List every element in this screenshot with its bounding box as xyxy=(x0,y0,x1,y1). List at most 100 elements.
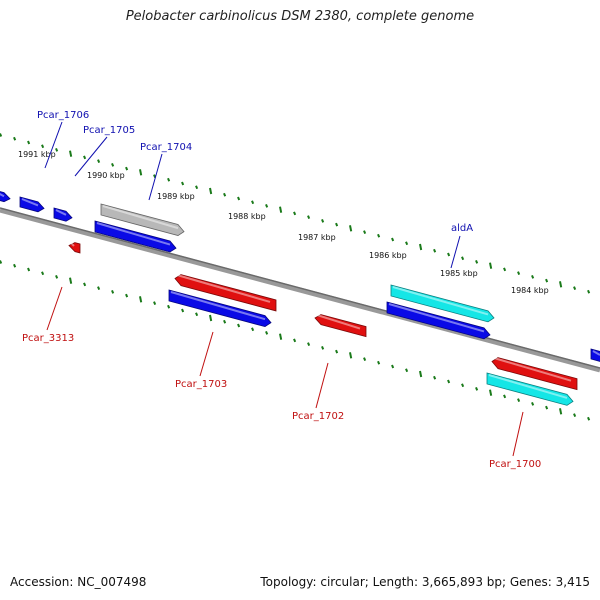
scale-label: 1984 kbp xyxy=(511,286,549,295)
callout-line xyxy=(74,136,108,177)
scale-tick-lower xyxy=(251,327,255,332)
scale-tick-lower xyxy=(335,349,339,354)
scale-label: 1986 kbp xyxy=(369,251,407,260)
scale-tick-upper xyxy=(209,187,213,195)
scale-tick-upper xyxy=(391,237,395,242)
scale-tick-lower xyxy=(97,286,101,291)
scale-tick-upper xyxy=(447,252,451,257)
gene-label: Pcar_1704 xyxy=(140,142,192,153)
scale-tick-lower xyxy=(41,271,45,276)
gene-arrow-shine xyxy=(592,350,600,356)
gene-arrow-reverse xyxy=(68,242,81,254)
scale-tick-upper xyxy=(97,159,101,164)
gene-arrow-cyan xyxy=(390,284,495,323)
scale-tick-lower xyxy=(111,289,115,294)
callout-line xyxy=(450,235,461,269)
callout-line xyxy=(512,411,524,457)
genome-backbone xyxy=(0,207,600,373)
scale-label: 1988 kbp xyxy=(228,212,266,221)
gene-arrow-reverse-shine xyxy=(316,314,361,330)
scale-label: 1989 kbp xyxy=(157,192,195,201)
scale-tick-upper xyxy=(125,166,129,171)
gene-arrow-reverse-shine xyxy=(493,357,572,382)
gene-arrow-shine xyxy=(0,192,5,198)
scale-tick-upper xyxy=(405,241,409,246)
scale-tick-upper xyxy=(349,225,353,232)
scale-tick-lower xyxy=(153,301,157,305)
scale-tick-upper xyxy=(335,222,339,227)
scale-tick-lower xyxy=(223,319,227,324)
scale-tick-upper xyxy=(489,262,493,269)
scale-tick-upper xyxy=(195,185,199,190)
scale-tick-upper xyxy=(83,155,87,160)
scale-tick-upper xyxy=(307,215,311,220)
scale-tick-lower xyxy=(195,312,199,317)
scale-ticks: 1991 kbp 1990 kbp 1989 kbp 1988 kbp 1987 kbp… xyxy=(0,133,591,421)
gene-arrow-gray xyxy=(100,203,185,236)
scale-tick-upper xyxy=(55,148,59,152)
gene-arrow-cyan-shine xyxy=(488,374,568,399)
topology-label: Topology: circular; Length: 3,665,893 bp… xyxy=(260,575,590,589)
scale-tick-lower xyxy=(209,314,213,322)
scale-label: 1991 kbp xyxy=(18,150,56,159)
scale-tick-upper xyxy=(265,204,269,208)
scale-tick-upper xyxy=(433,248,437,253)
scale-tick-lower xyxy=(265,331,269,335)
gene-label: aldA xyxy=(451,223,473,234)
gene-arrow-reverse-shine xyxy=(176,274,271,303)
scale-tick-lower xyxy=(13,263,17,268)
scale-tick-upper xyxy=(587,289,591,294)
scale-label: 1985 kbp xyxy=(440,269,478,278)
gene-arrow-shine xyxy=(96,222,171,246)
scale-tick-lower xyxy=(0,260,3,264)
callout-line xyxy=(148,153,163,201)
gene-arrow-shine xyxy=(388,303,485,333)
scale-tick-upper xyxy=(279,206,283,213)
scale-tick-upper xyxy=(419,243,423,251)
gene-arrow-shine xyxy=(21,198,39,207)
scale-tick-lower xyxy=(573,413,577,417)
scale-tick-upper xyxy=(503,267,507,272)
scale-tick-lower xyxy=(559,408,563,415)
scale-tick-upper xyxy=(321,218,325,223)
scale-tick-lower xyxy=(531,401,535,406)
scale-tick-lower xyxy=(489,389,493,396)
scale-tick-lower xyxy=(587,416,591,421)
scale-tick-lower xyxy=(405,368,409,373)
gene-label: Pcar_1705 xyxy=(83,125,135,136)
gene-label: Pcar_3313 xyxy=(22,333,74,344)
scale-tick-upper xyxy=(363,230,367,234)
scale-tick-upper xyxy=(237,196,241,201)
gene-arrow-reverse xyxy=(174,274,277,312)
scale-tick-lower xyxy=(279,333,283,340)
scale-tick-lower xyxy=(461,383,465,388)
scale-tick-lower xyxy=(349,352,353,359)
scale-tick-upper xyxy=(139,169,143,176)
scale-tick-upper xyxy=(181,181,185,186)
scale-tick-upper xyxy=(251,200,255,205)
callout-line xyxy=(44,121,63,169)
gene-arrow-cyan-shine xyxy=(392,286,489,316)
scale-label: 1987 kbp xyxy=(298,233,336,242)
gene-arrow-cyan xyxy=(486,372,574,406)
scale-tick-upper xyxy=(13,136,17,141)
gene-arrow xyxy=(0,191,11,203)
gene-callouts: Pcar_1706 Pcar_1705 Pcar_1704 aldA Pcar_3313… xyxy=(22,110,541,470)
scale-tick-upper xyxy=(559,281,563,288)
scale-tick-lower xyxy=(433,375,437,380)
scale-tick-lower xyxy=(447,379,451,384)
scale-tick-lower xyxy=(27,267,31,272)
scale-tick-lower xyxy=(139,296,143,303)
gene-arrow-shine xyxy=(55,209,67,216)
scale-tick-lower xyxy=(517,398,521,403)
scale-tick-lower xyxy=(83,282,87,287)
scale-tick-lower xyxy=(419,370,423,378)
scale-tick-upper xyxy=(69,150,73,157)
scale-tick-lower xyxy=(503,394,507,399)
scale-tick-lower xyxy=(181,308,185,313)
gene-label: Pcar_1706 xyxy=(37,110,89,121)
gene-arrow-shine xyxy=(170,291,266,321)
scale-tick-lower xyxy=(391,364,395,369)
scale-tick-lower xyxy=(475,387,479,391)
